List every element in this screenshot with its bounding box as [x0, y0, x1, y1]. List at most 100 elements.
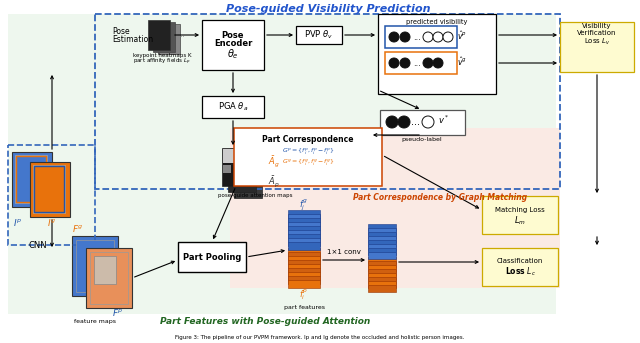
- Bar: [158, 24, 180, 54]
- Bar: [368, 252, 396, 259]
- Circle shape: [423, 58, 433, 68]
- Text: $F^g$: $F^g$: [72, 223, 84, 234]
- Bar: [368, 269, 396, 276]
- Text: $L_m$: $L_m$: [514, 215, 526, 227]
- Bar: [368, 273, 396, 280]
- Circle shape: [423, 32, 433, 42]
- Bar: [288, 268, 320, 276]
- Text: ...: ...: [179, 32, 186, 38]
- Bar: [378, 14, 496, 94]
- Text: $f_j^g$: $f_j^g$: [300, 197, 308, 213]
- Text: Part Pooling: Part Pooling: [183, 252, 241, 261]
- Circle shape: [422, 116, 434, 128]
- Bar: [288, 260, 320, 268]
- Bar: [368, 277, 396, 284]
- Bar: [202, 96, 264, 118]
- Bar: [368, 261, 396, 268]
- Text: Matching Loss: Matching Loss: [495, 207, 545, 213]
- Bar: [12, 152, 52, 207]
- Text: CNN: CNN: [29, 241, 47, 250]
- Text: Classification: Classification: [497, 258, 543, 264]
- Bar: [95, 14, 560, 189]
- Text: $f_i^p$: $f_i^p$: [300, 287, 308, 303]
- Bar: [8, 14, 556, 314]
- Bar: [94, 256, 116, 284]
- Text: pose-guide attention maps: pose-guide attention maps: [218, 193, 292, 199]
- Bar: [76, 240, 114, 292]
- Bar: [368, 236, 396, 243]
- Bar: [288, 210, 320, 218]
- Text: predicted visibility: predicted visibility: [406, 19, 468, 25]
- Bar: [288, 234, 320, 242]
- Bar: [288, 230, 320, 238]
- Text: Loss $L_c$: Loss $L_c$: [504, 266, 536, 278]
- Bar: [560, 22, 634, 72]
- Circle shape: [400, 32, 410, 42]
- Bar: [368, 240, 396, 247]
- Text: ...: ...: [412, 117, 420, 127]
- Bar: [222, 148, 250, 186]
- Bar: [288, 276, 320, 284]
- Text: feature maps: feature maps: [74, 319, 116, 324]
- Bar: [380, 110, 465, 135]
- Text: Pose: Pose: [221, 31, 244, 39]
- Bar: [368, 244, 396, 251]
- Bar: [482, 248, 558, 286]
- Text: 1×1 conv: 1×1 conv: [327, 249, 361, 255]
- Circle shape: [433, 32, 443, 42]
- Bar: [8, 145, 95, 245]
- Bar: [368, 265, 396, 272]
- Bar: [288, 226, 320, 234]
- Bar: [288, 238, 320, 246]
- Bar: [15, 155, 47, 203]
- Text: $I^p$: $I^p$: [13, 216, 22, 227]
- Bar: [90, 252, 128, 304]
- Text: $\hat{v}^p$: $\hat{v}^p$: [457, 30, 467, 42]
- Bar: [228, 154, 256, 192]
- Bar: [288, 280, 320, 288]
- Text: $F^p$: $F^p$: [112, 307, 124, 318]
- Text: $\hat{v}^g$: $\hat{v}^g$: [457, 56, 467, 68]
- Bar: [288, 272, 320, 280]
- Bar: [288, 218, 320, 226]
- Bar: [368, 257, 396, 264]
- Bar: [178, 242, 246, 272]
- Text: Visibility
Verification
Loss $L_v$: Visibility Verification Loss $L_v$: [577, 23, 617, 47]
- Text: PGA $\theta_a$: PGA $\theta_a$: [218, 101, 248, 113]
- Bar: [288, 264, 320, 272]
- Circle shape: [386, 116, 398, 128]
- Text: $G^p = \{f_i^p, f_i^p - f_i^p\}$: $G^p = \{f_i^p, f_i^p - f_i^p\}$: [282, 147, 334, 157]
- Text: Part Correspondence: Part Correspondence: [262, 135, 354, 144]
- Bar: [288, 242, 320, 250]
- Bar: [288, 252, 320, 260]
- Text: $v^*$: $v^*$: [438, 114, 450, 126]
- Bar: [385, 52, 457, 74]
- Text: $I^g$: $I^g$: [47, 216, 56, 227]
- Text: part features: part features: [284, 306, 324, 310]
- Text: Part Features with Pose-guided Attention: Part Features with Pose-guided Attention: [160, 318, 371, 327]
- Text: Encoder: Encoder: [214, 39, 252, 48]
- Circle shape: [433, 58, 443, 68]
- Bar: [72, 236, 118, 296]
- Text: $\theta_e$: $\theta_e$: [227, 47, 239, 61]
- Bar: [288, 248, 320, 256]
- Circle shape: [389, 32, 399, 42]
- Text: Estimation: Estimation: [112, 35, 153, 45]
- Bar: [230, 128, 560, 288]
- Bar: [368, 232, 396, 239]
- Bar: [86, 248, 132, 308]
- Text: part affinity fields $L_p$: part affinity fields $L_p$: [133, 57, 191, 67]
- Bar: [368, 281, 396, 288]
- Bar: [288, 214, 320, 222]
- Bar: [296, 26, 342, 44]
- Text: ...: ...: [413, 33, 421, 42]
- Bar: [202, 20, 264, 70]
- Bar: [368, 228, 396, 235]
- Circle shape: [443, 32, 453, 42]
- Bar: [33, 165, 65, 213]
- Bar: [153, 22, 175, 52]
- Text: $\bar{A}_g$: $\bar{A}_g$: [268, 155, 280, 169]
- Bar: [482, 196, 558, 234]
- Text: ...: ...: [413, 59, 421, 68]
- Text: $G^g = \{f_i^g, f_i^g - f_i^g\}$: $G^g = \{f_i^g, f_i^g - f_i^g\}$: [282, 158, 334, 168]
